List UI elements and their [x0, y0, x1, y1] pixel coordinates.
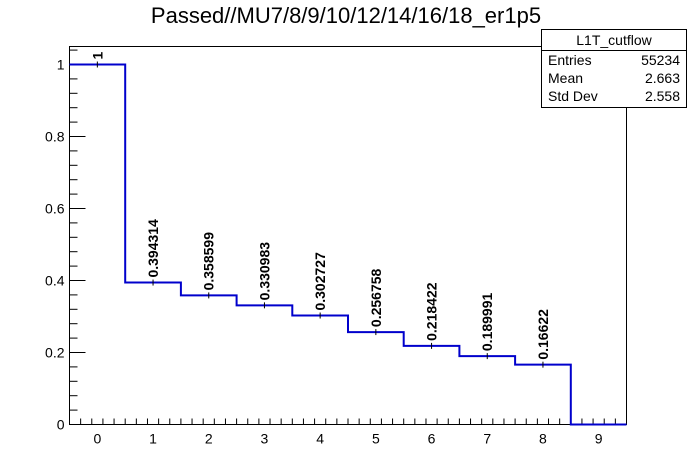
x-tick-label: 6	[428, 431, 436, 447]
data-label: 0.330983	[256, 242, 272, 301]
data-labels: 1 0.394314 0.358599 0.330983 0.302727 0.25675…	[89, 52, 551, 360]
y-tick-label: 0	[57, 417, 65, 433]
data-label: 0.394314	[145, 219, 161, 278]
x-tick-label: 3	[261, 431, 269, 447]
y-tick-label: 1	[57, 57, 65, 73]
error-bars	[96, 61, 544, 368]
data-label: 0.256758	[368, 268, 384, 327]
data-label: 0.218422	[424, 282, 440, 341]
x-tick-label: 7	[483, 431, 491, 447]
y-axis: 0 0.2 0.4 0.6 0.8 1	[45, 49, 86, 433]
x-tick-label: 5	[372, 431, 380, 447]
x-axis: 0 1 2 3 4 5 6 7 8 9	[69, 418, 627, 447]
x-tick-label: 8	[539, 431, 547, 447]
histogram-line	[69, 63, 627, 426]
stats-entries-value: 55234	[641, 52, 680, 68]
stats-box: L1T_cutflow Entries 55234 Mean 2.663 Std…	[541, 29, 687, 108]
x-tick-label: 1	[149, 431, 157, 447]
stats-stddev-label: Std Dev	[548, 88, 598, 104]
stats-mean-value: 2.663	[645, 70, 680, 86]
data-label: 0.302727	[312, 252, 328, 311]
data-label: 0.358599	[201, 232, 217, 291]
y-tick-label: 0.2	[45, 345, 65, 361]
x-tick-label: 9	[595, 431, 603, 447]
data-label: 0.16622	[535, 309, 551, 360]
y-tick-label: 0.6	[45, 201, 65, 217]
stats-entries-label: Entries	[548, 52, 592, 68]
y-tick-label: 0.4	[45, 273, 65, 289]
stats-mean-label: Mean	[548, 70, 583, 86]
x-tick-label: 2	[205, 431, 213, 447]
stats-box-frame	[541, 29, 687, 108]
y-tick-label: 0.8	[45, 129, 65, 145]
x-tick-label: 4	[316, 431, 324, 447]
stats-stddev-value: 2.558	[645, 88, 680, 104]
data-label: 0.189991	[479, 292, 495, 351]
chart-title: Passed//MU7/8/9/10/12/14/16/18_er1p5	[151, 3, 541, 28]
data-label: 1	[89, 52, 105, 60]
x-tick-label: 0	[93, 431, 101, 447]
stats-box-name: L1T_cutflow	[576, 32, 652, 48]
